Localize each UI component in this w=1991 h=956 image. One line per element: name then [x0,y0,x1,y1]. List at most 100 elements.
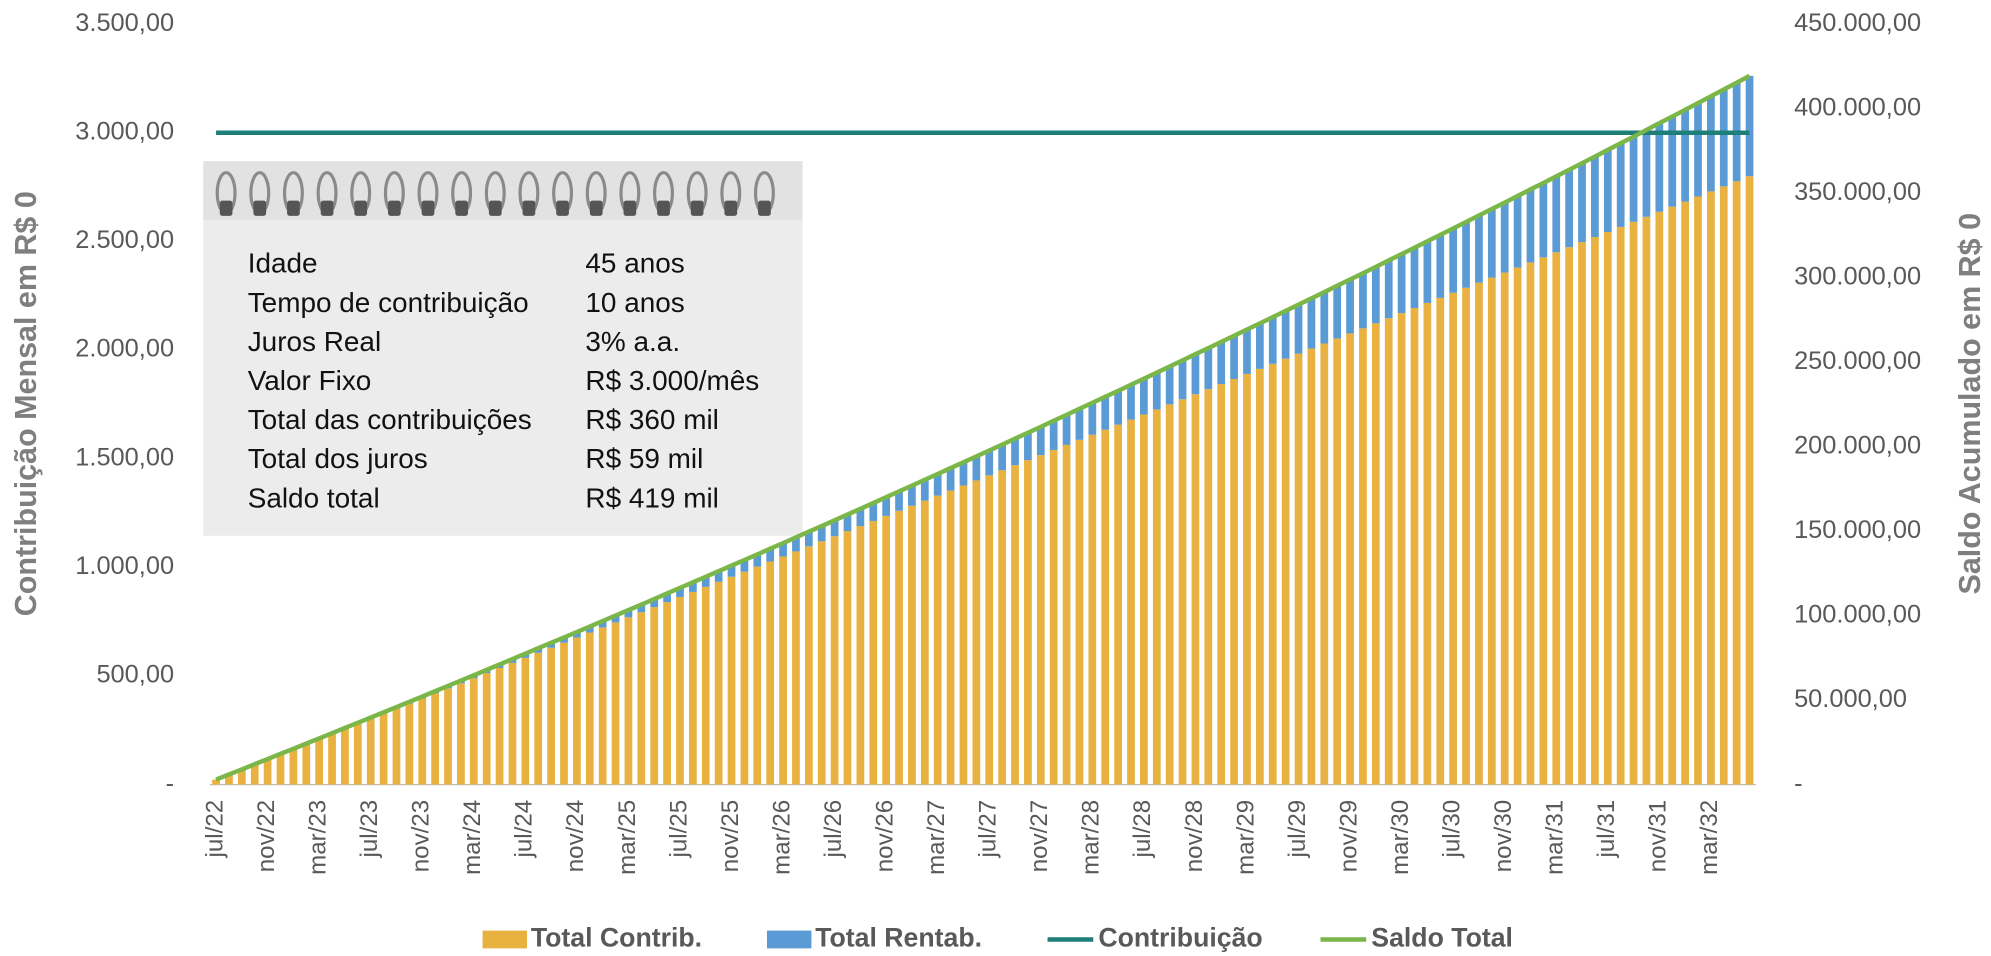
bar [1384,318,1393,785]
y-tick-label: 2.500,00 [75,226,174,254]
bar [1217,384,1226,785]
bar [1436,234,1445,298]
y2-tick-label: 150.000,00 [1794,516,1921,544]
bar [998,470,1006,785]
x-tick-label: nov/26 [872,800,899,872]
bar [1436,297,1445,785]
legend-label: Total Contrib. [531,923,702,953]
bar [289,749,298,785]
bar [1320,343,1329,785]
x-tick-label: nov/23 [408,800,435,872]
bar [585,632,594,785]
y2-tick-label: 250.000,00 [1794,347,1921,375]
bar [766,548,775,562]
bar [779,543,787,557]
bar [1075,408,1084,440]
bar [1062,444,1071,785]
line-series [215,73,1751,782]
bar [1371,323,1380,785]
bar [1629,136,1638,222]
bar [624,617,633,785]
info-value: R$ 419 mil [585,482,718,513]
y2-tick-label: 350.000,00 [1794,178,1921,206]
bar [740,571,749,785]
bar [1681,109,1689,202]
bar [1475,282,1483,785]
bar [418,698,427,785]
bar [869,503,878,521]
bar [1384,260,1393,319]
bar [637,612,646,785]
bar [225,774,233,785]
legend-swatch [766,930,812,949]
bar [1114,424,1122,785]
bar [212,779,220,785]
bar [250,764,259,785]
bar [650,607,659,785]
bar [985,475,994,785]
bar [1732,181,1741,785]
x-tick-label: nov/22 [253,800,280,872]
bar [573,637,581,785]
bar [972,456,981,481]
bar [379,713,388,785]
bar [1500,202,1509,273]
bar [1140,378,1148,415]
spiral-hole [657,200,670,216]
bar [315,738,324,785]
bar [624,610,633,618]
bar [482,673,491,785]
bar [573,632,581,638]
bar [1642,129,1651,217]
x-tick-label: jul/28 [1129,800,1156,859]
bar [1191,394,1200,785]
bar [276,754,285,785]
bar [1565,247,1573,785]
x-tick-label: nov/28 [1181,800,1208,872]
bar [908,505,916,785]
bar [1101,429,1110,785]
bar [1049,449,1058,785]
info-label: Total das contribuições [248,404,532,435]
bar [302,744,311,785]
bar [663,602,671,785]
bar [792,537,800,552]
bar [1475,215,1483,283]
bar [676,587,684,598]
bar [1513,267,1522,785]
bar [1294,304,1303,354]
bar [366,718,375,785]
bar [547,642,555,648]
bar [1243,329,1251,374]
x-tick-label: jul/23 [356,800,383,859]
x-tick-label: jul/22 [201,800,228,859]
spiral-hole [522,200,536,216]
y2-tick-label: 300.000,00 [1794,262,1921,290]
x-tick-label: jul/29 [1284,800,1311,859]
bar [1591,156,1599,238]
bar [560,642,568,785]
bar [946,490,955,785]
bar [444,688,452,785]
info-label: Total dos juros [248,443,428,474]
bar [637,604,646,613]
spiral-hole [488,200,502,216]
x-tick-label: mar/28 [1078,800,1105,875]
bar [701,586,710,785]
bar [1346,333,1354,785]
info-label: Tempo de contribuição [248,287,529,318]
bar [1462,287,1470,785]
bar [508,662,517,785]
bar [341,728,349,785]
bar [1127,419,1135,785]
bar [1578,163,1586,243]
info-box: Idade 45 anos Tempo de contribuição 10 anos… [203,161,803,536]
bar [1062,414,1071,445]
legend-label: Contribuição [1098,923,1262,953]
y2-tick-label: 450.000,00 [1794,9,1921,37]
info-label: Idade [248,248,318,279]
bar [237,769,246,785]
bar [843,531,852,785]
y-tick-label: 3.000,00 [75,117,174,145]
